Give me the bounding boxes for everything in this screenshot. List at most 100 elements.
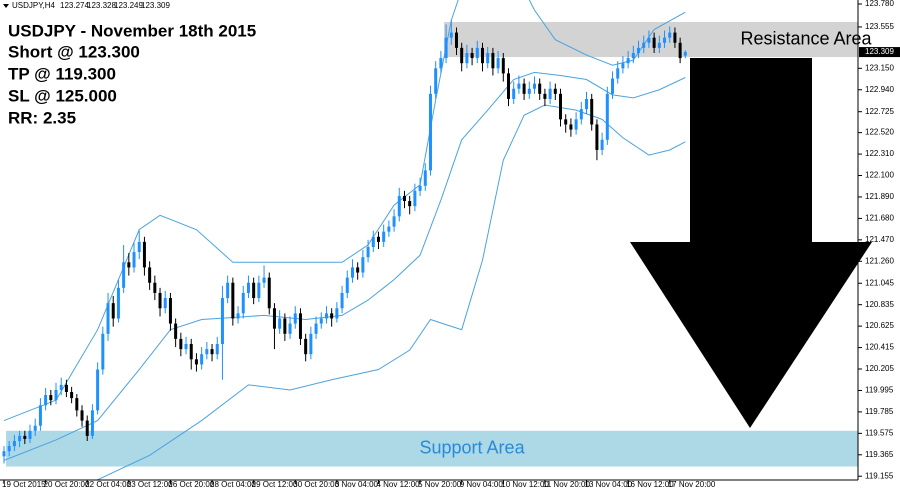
header-close: 123.309: [141, 1, 170, 10]
candle-body: [486, 52, 490, 64]
current-price-label: 123.309: [865, 47, 894, 56]
candle-body: [340, 292, 344, 309]
x-tick-label: 11 Nov 20:00: [543, 480, 591, 489]
candle-body: [595, 124, 599, 150]
y-tick-label: 123.555: [865, 22, 894, 31]
candle-body: [439, 58, 443, 69]
candle-body: [246, 282, 250, 293]
candle-body: [319, 318, 323, 324]
candle-body: [111, 303, 115, 319]
candle-body: [153, 282, 157, 293]
y-tick-label: 123.780: [865, 0, 894, 8]
candle-body: [512, 88, 516, 99]
candle-body: [506, 73, 510, 99]
candle-body: [376, 236, 380, 242]
candles: [2, 20, 687, 464]
candle-body: [637, 47, 641, 53]
candle-body: [366, 246, 370, 258]
candle-body: [678, 42, 682, 59]
candle-body: [642, 42, 646, 48]
annotation: SL @ 125.000: [8, 86, 117, 105]
candle-body: [272, 308, 276, 329]
y-tick-label: 121.890: [865, 192, 894, 201]
candle-body: [23, 435, 27, 439]
candle-body: [668, 32, 672, 38]
candle-body: [90, 410, 94, 436]
candle-body: [480, 47, 484, 64]
candle-body: [428, 93, 432, 171]
candle-body: [631, 52, 635, 59]
candle-body: [70, 391, 74, 399]
y-tick-label: 123.150: [865, 63, 894, 72]
annotation: TP @ 119.300: [8, 64, 116, 83]
candle-body: [548, 88, 552, 99]
candle-body: [148, 267, 152, 283]
candle-body: [75, 398, 79, 411]
down-arrow: [630, 58, 872, 428]
candle-body: [465, 52, 469, 64]
candle-body: [460, 47, 464, 64]
candle-body: [304, 338, 308, 355]
bands: [3, 0, 686, 480]
candle-body: [553, 88, 557, 94]
candle-body: [324, 313, 328, 319]
candle-body: [434, 68, 438, 94]
candle-body: [85, 420, 89, 436]
candle-body: [543, 93, 547, 99]
zone-label: Resistance Area: [740, 28, 872, 48]
y-tick-label: 121.045: [865, 278, 894, 287]
candle-body: [522, 83, 526, 94]
x-tick-label: 10 Nov 12:00: [501, 480, 549, 489]
candle-body: [527, 88, 531, 94]
y-tick-label: 122.310: [865, 149, 894, 158]
candle-body: [236, 313, 240, 319]
candle-body: [189, 343, 193, 360]
candle-body: [241, 292, 245, 314]
y-tick-label: 119.785: [865, 407, 894, 416]
y-tick-label: 122.520: [865, 128, 894, 137]
candle-body: [408, 201, 412, 207]
candle-body: [7, 446, 11, 452]
candle-body: [392, 216, 396, 227]
candle-body: [122, 262, 126, 288]
candle-body: [127, 262, 131, 268]
candle-body: [314, 323, 318, 334]
zones: [6, 21, 858, 467]
x-tick-label: 9 Nov 04:00: [460, 480, 504, 489]
candle-body: [142, 241, 146, 268]
candle-body: [564, 119, 568, 125]
x-tick-label: 30 Oct 20:00: [293, 480, 339, 489]
candle-body: [231, 282, 235, 319]
candle-body: [454, 32, 458, 48]
candle-body: [80, 410, 84, 421]
candle-body: [288, 323, 292, 334]
candle-body: [215, 343, 219, 355]
bollinger-band: [3, 71, 686, 461]
candle-body: [673, 32, 677, 43]
candle-body: [163, 298, 167, 309]
y-tick-label: 119.155: [865, 471, 894, 480]
y-tick-label: 120.205: [865, 364, 894, 373]
candle-body: [444, 37, 448, 59]
candle-body: [2, 451, 6, 457]
candle-body: [205, 349, 209, 355]
candle-body: [626, 58, 630, 64]
candle-body: [309, 333, 313, 355]
candle-body: [590, 98, 594, 125]
candle-body: [267, 277, 271, 309]
current-price-box: [859, 47, 900, 58]
candle-body: [663, 37, 667, 43]
price-zone: [444, 21, 858, 58]
candle-body: [252, 282, 256, 299]
candle-body: [335, 308, 339, 319]
candle-body: [226, 282, 230, 299]
candle-body: [418, 185, 422, 191]
candle-body: [283, 318, 287, 334]
candle-body: [28, 430, 32, 439]
symbol: USDJPY,H4: [12, 1, 56, 10]
candle-body: [38, 405, 42, 426]
candle-body: [382, 231, 386, 242]
y-tick-label: 122.940: [865, 85, 894, 94]
